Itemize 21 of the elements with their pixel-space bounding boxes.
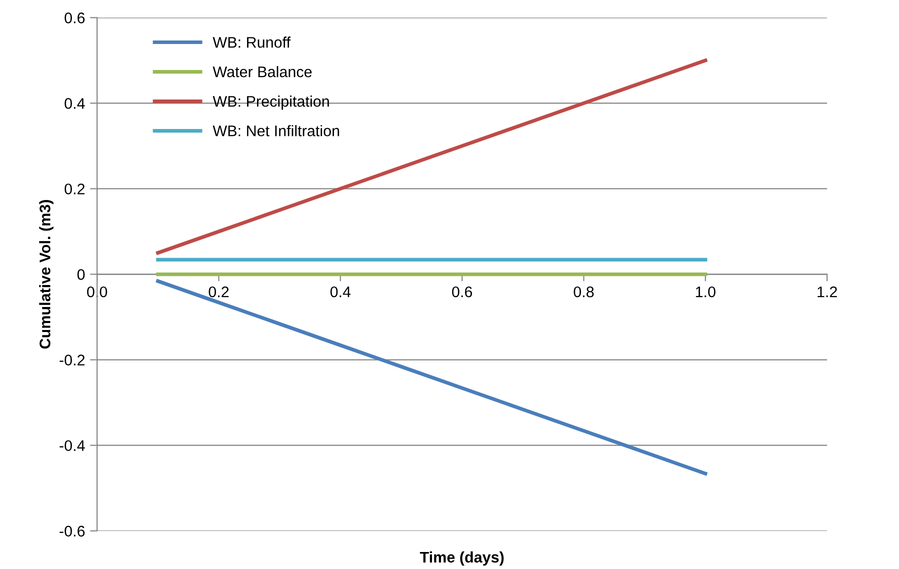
y-tick-label: -0.2 [60,354,85,366]
line-series [156,58,708,255]
x-axis-title: Time (days) [420,551,504,566]
x-tick-label: 0.6 [452,286,472,298]
x-tick-label: 0.0 [87,286,108,298]
x-tick-label: 0.2 [208,286,229,298]
legend-label: WB: Net Infiltration [212,125,340,136]
y-tick-label: -0.6 [60,526,85,537]
y-tick-label: 0.6 [64,12,85,24]
x-tick-label: 1.2 [818,286,837,298]
y-axis-title: Cumulative Vol. (m3) [39,200,54,349]
y-tick-label: -0.4 [60,440,85,452]
legend-label: Water Balance [212,66,312,78]
legend-label: WB: Runoff [212,36,291,48]
x-tick-label: 0.4 [330,286,351,298]
y-tick-label: 0.4 [64,98,85,109]
y-tick-label: 0.2 [64,184,85,194]
y-tick-label: 0 [77,269,85,280]
legend-label: WB: Precipitation [212,96,329,110]
x-tick-label: 0.8 [574,286,594,298]
x-tick-label: 1.0 [696,286,716,298]
